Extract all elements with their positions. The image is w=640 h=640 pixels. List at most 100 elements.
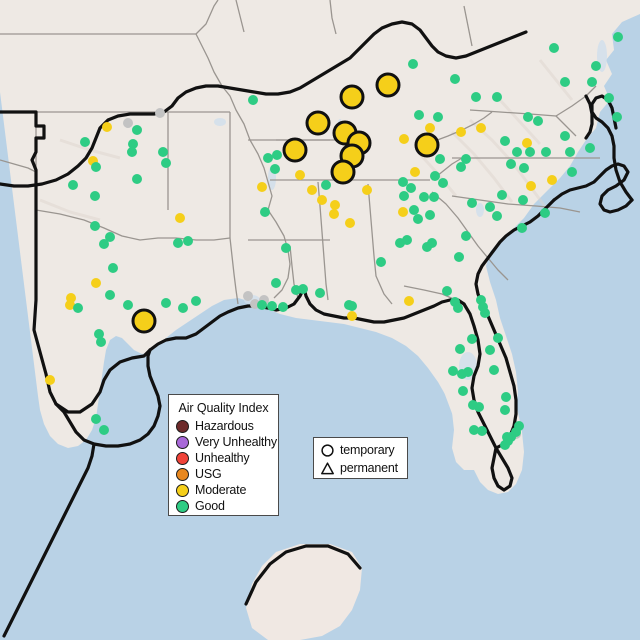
monitor-marker-permanent[interactable]: [604, 93, 614, 103]
monitor-marker-permanent[interactable]: [257, 300, 267, 310]
monitor-marker-permanent[interactable]: [376, 257, 386, 267]
monitor-marker-temporary[interactable]: [330, 159, 356, 185]
monitor-marker-no-data[interactable]: [155, 108, 165, 118]
monitor-marker-permanent[interactable]: [132, 125, 142, 135]
monitor-marker-permanent[interactable]: [485, 345, 495, 355]
monitor-marker-permanent[interactable]: [467, 198, 477, 208]
monitor-marker-permanent[interactable]: [99, 425, 109, 435]
monitor-marker-permanent[interactable]: [419, 192, 429, 202]
monitor-marker-permanent[interactable]: [522, 138, 532, 148]
monitor-marker-permanent[interactable]: [257, 182, 267, 192]
monitor-marker-permanent[interactable]: [456, 127, 466, 137]
monitor-marker-permanent[interactable]: [567, 167, 577, 177]
monitor-marker-permanent[interactable]: [175, 213, 185, 223]
monitor-marker-permanent[interactable]: [132, 174, 142, 184]
monitor-marker-permanent[interactable]: [425, 210, 435, 220]
monitor-marker-permanent[interactable]: [330, 200, 340, 210]
monitor-marker-permanent[interactable]: [90, 191, 100, 201]
monitor-marker-permanent[interactable]: [549, 43, 559, 53]
monitor-marker-permanent[interactable]: [492, 211, 502, 221]
monitor-marker-permanent[interactable]: [501, 392, 511, 402]
monitor-marker-permanent[interactable]: [519, 163, 529, 173]
monitor-marker-temporary[interactable]: [414, 132, 440, 158]
monitor-marker-permanent[interactable]: [585, 143, 595, 153]
monitor-marker-permanent[interactable]: [295, 170, 305, 180]
monitor-marker-permanent[interactable]: [502, 432, 512, 442]
monitor-marker-permanent[interactable]: [94, 329, 104, 339]
monitor-marker-permanent[interactable]: [345, 218, 355, 228]
monitor-marker-permanent[interactable]: [457, 369, 467, 379]
monitor-marker-temporary[interactable]: [282, 137, 308, 163]
monitor-marker-permanent[interactable]: [500, 440, 510, 450]
monitor-marker-permanent[interactable]: [480, 308, 490, 318]
monitor-marker-permanent[interactable]: [102, 122, 112, 132]
monitor-marker-permanent[interactable]: [161, 298, 171, 308]
monitor-marker-temporary[interactable]: [339, 84, 365, 110]
monitor-marker-permanent[interactable]: [68, 180, 78, 190]
monitor-marker-permanent[interactable]: [105, 232, 115, 242]
monitor-marker-permanent[interactable]: [399, 134, 409, 144]
monitor-marker-permanent[interactable]: [105, 290, 115, 300]
monitor-marker-permanent[interactable]: [108, 263, 118, 273]
monitor-marker-permanent[interactable]: [587, 77, 597, 87]
monitor-marker-permanent[interactable]: [474, 402, 484, 412]
monitor-marker-permanent[interactable]: [91, 414, 101, 424]
monitor-marker-permanent[interactable]: [458, 386, 468, 396]
monitor-marker-permanent[interactable]: [80, 137, 90, 147]
monitor-marker-permanent[interactable]: [613, 32, 623, 42]
monitor-marker-permanent[interactable]: [506, 159, 516, 169]
monitor-marker-permanent[interactable]: [91, 162, 101, 172]
monitor-marker-permanent[interactable]: [270, 164, 280, 174]
monitor-marker-permanent[interactable]: [409, 205, 419, 215]
monitor-marker-permanent[interactable]: [438, 178, 448, 188]
monitor-marker-permanent[interactable]: [442, 286, 452, 296]
monitor-marker-permanent[interactable]: [448, 366, 458, 376]
monitor-marker-permanent[interactable]: [347, 301, 357, 311]
monitor-marker-permanent[interactable]: [307, 185, 317, 195]
monitor-marker-permanent[interactable]: [65, 300, 75, 310]
monitor-marker-permanent[interactable]: [461, 231, 471, 241]
monitor-marker-permanent[interactable]: [427, 238, 437, 248]
monitor-marker-permanent[interactable]: [469, 425, 479, 435]
monitor-marker-permanent[interactable]: [450, 74, 460, 84]
monitor-marker-permanent[interactable]: [128, 139, 138, 149]
monitor-marker-permanent[interactable]: [435, 154, 445, 164]
monitor-marker-permanent[interactable]: [410, 167, 420, 177]
monitor-marker-permanent[interactable]: [158, 147, 168, 157]
monitor-marker-permanent[interactable]: [45, 375, 55, 385]
monitor-marker-no-data[interactable]: [123, 118, 133, 128]
monitor-marker-permanent[interactable]: [329, 209, 339, 219]
monitor-marker-permanent[interactable]: [315, 288, 325, 298]
monitor-marker-permanent[interactable]: [362, 185, 372, 195]
monitor-marker-permanent[interactable]: [90, 221, 100, 231]
monitor-marker-no-data[interactable]: [243, 291, 253, 301]
monitor-marker-permanent[interactable]: [272, 150, 282, 160]
monitor-marker-permanent[interactable]: [317, 195, 327, 205]
monitor-marker-permanent[interactable]: [429, 192, 439, 202]
monitor-marker-permanent[interactable]: [560, 77, 570, 87]
monitor-marker-permanent[interactable]: [540, 208, 550, 218]
monitor-marker-permanent[interactable]: [99, 239, 109, 249]
monitor-marker-permanent[interactable]: [173, 238, 183, 248]
monitor-marker-temporary[interactable]: [305, 110, 331, 136]
monitor-marker-permanent[interactable]: [399, 191, 409, 201]
monitor-marker-permanent[interactable]: [467, 334, 477, 344]
monitor-marker-permanent[interactable]: [414, 110, 424, 120]
monitor-marker-permanent[interactable]: [541, 147, 551, 157]
monitor-marker-permanent[interactable]: [298, 284, 308, 294]
monitor-marker-permanent[interactable]: [191, 296, 201, 306]
monitor-marker-permanent[interactable]: [517, 223, 527, 233]
monitor-marker-permanent[interactable]: [525, 147, 535, 157]
monitor-marker-permanent[interactable]: [454, 252, 464, 262]
monitor-marker-permanent[interactable]: [489, 365, 499, 375]
monitor-marker-permanent[interactable]: [565, 147, 575, 157]
monitor-marker-permanent[interactable]: [408, 59, 418, 69]
monitor-marker-permanent[interactable]: [492, 92, 502, 102]
monitor-marker-permanent[interactable]: [123, 300, 133, 310]
monitor-marker-permanent[interactable]: [127, 147, 137, 157]
monitor-marker-permanent[interactable]: [161, 158, 171, 168]
monitor-marker-permanent[interactable]: [413, 214, 423, 224]
monitor-marker-permanent[interactable]: [398, 177, 408, 187]
monitor-marker-permanent[interactable]: [497, 190, 507, 200]
